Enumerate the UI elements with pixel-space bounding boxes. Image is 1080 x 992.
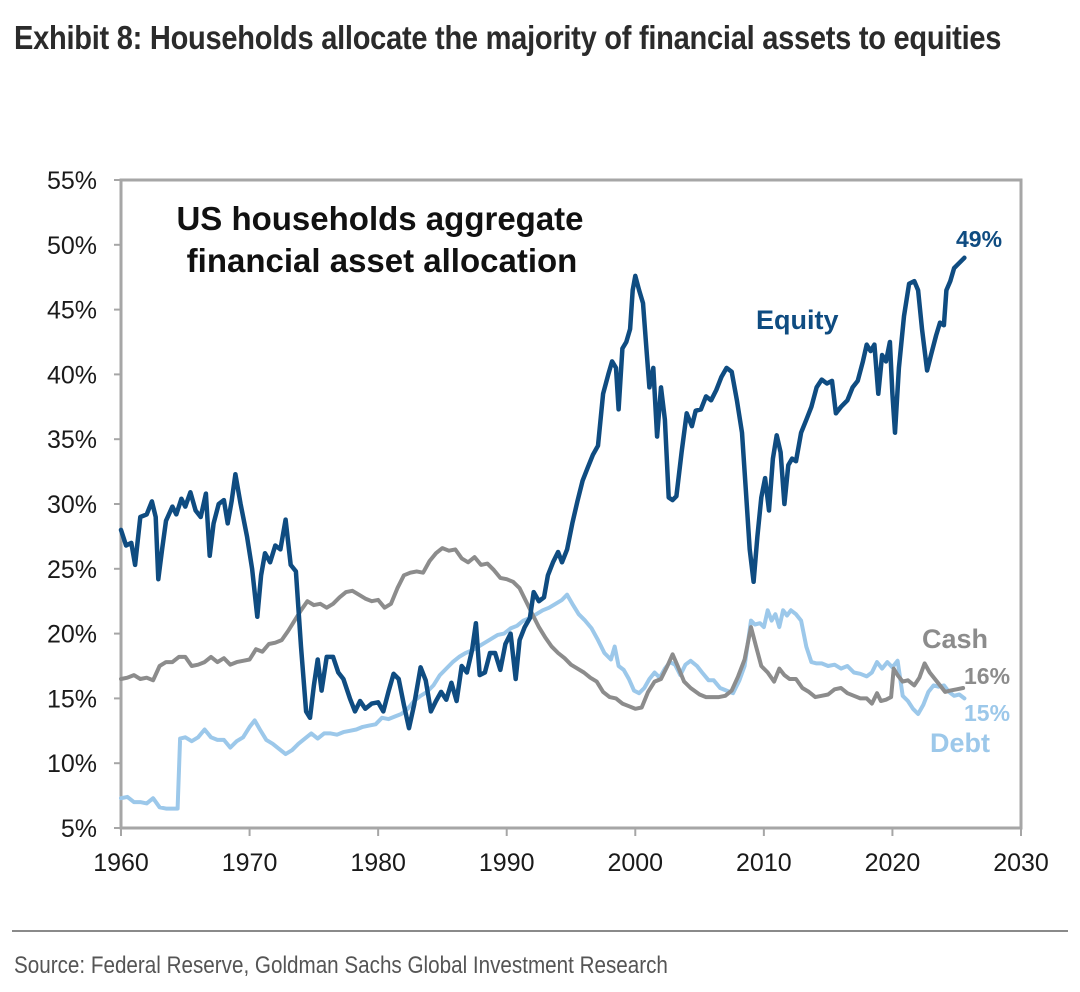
y-tick-label: 20% — [47, 621, 97, 649]
x-tick-label: 1980 — [350, 849, 406, 877]
series-line-debt — [119, 592, 967, 811]
x-tick-label: 1970 — [222, 849, 278, 877]
series-line-equity — [118, 255, 967, 731]
x-tick-label: 1990 — [479, 849, 535, 877]
chart-title-line-2: financial asset allocation — [187, 242, 578, 279]
y-tick-label: 30% — [47, 491, 97, 519]
labels-layer: US households aggregate financial asset … — [176, 200, 1010, 758]
x-tick-label: 2030 — [993, 849, 1049, 877]
y-tick-label: 25% — [47, 556, 97, 584]
series-layer — [118, 255, 967, 811]
end-label-equity: 49% — [956, 226, 1002, 252]
source-divider — [12, 930, 1068, 932]
series-label-debt: Debt — [930, 728, 990, 758]
y-tick-label: 55% — [47, 167, 97, 195]
y-tick-label: 50% — [47, 232, 97, 260]
x-tick-label: 2010 — [736, 849, 792, 877]
end-label-cash: 16% — [964, 663, 1010, 689]
source-note: Source: Federal Reserve, Goldman Sachs G… — [14, 952, 668, 979]
x-axis: 1960 1970 1980 1990 2000 2010 2020 2030 — [93, 828, 1049, 877]
y-tick-label: 5% — [61, 815, 97, 843]
x-tick-label: 2020 — [865, 849, 921, 877]
y-tick-label: 15% — [47, 685, 97, 713]
y-tick-label: 40% — [47, 361, 97, 389]
series-line-cash — [119, 546, 966, 711]
chart-title-line-1: US households aggregate — [176, 200, 583, 237]
end-label-debt: 15% — [964, 700, 1010, 726]
series-label-equity: Equity — [756, 305, 839, 335]
exhibit-title: Exhibit 8: Households allocate the major… — [14, 19, 1002, 56]
x-tick-label: 2000 — [607, 849, 663, 877]
y-axis: 5% 10% 15% 20% 25% 30% 35% 40% 45% 50% 55% — [47, 167, 121, 843]
y-tick-label: 45% — [47, 297, 97, 325]
y-tick-label: 35% — [47, 426, 97, 454]
x-tick-label: 1960 — [93, 849, 149, 877]
y-tick-label: 10% — [47, 750, 97, 778]
series-label-cash: Cash — [922, 624, 988, 654]
